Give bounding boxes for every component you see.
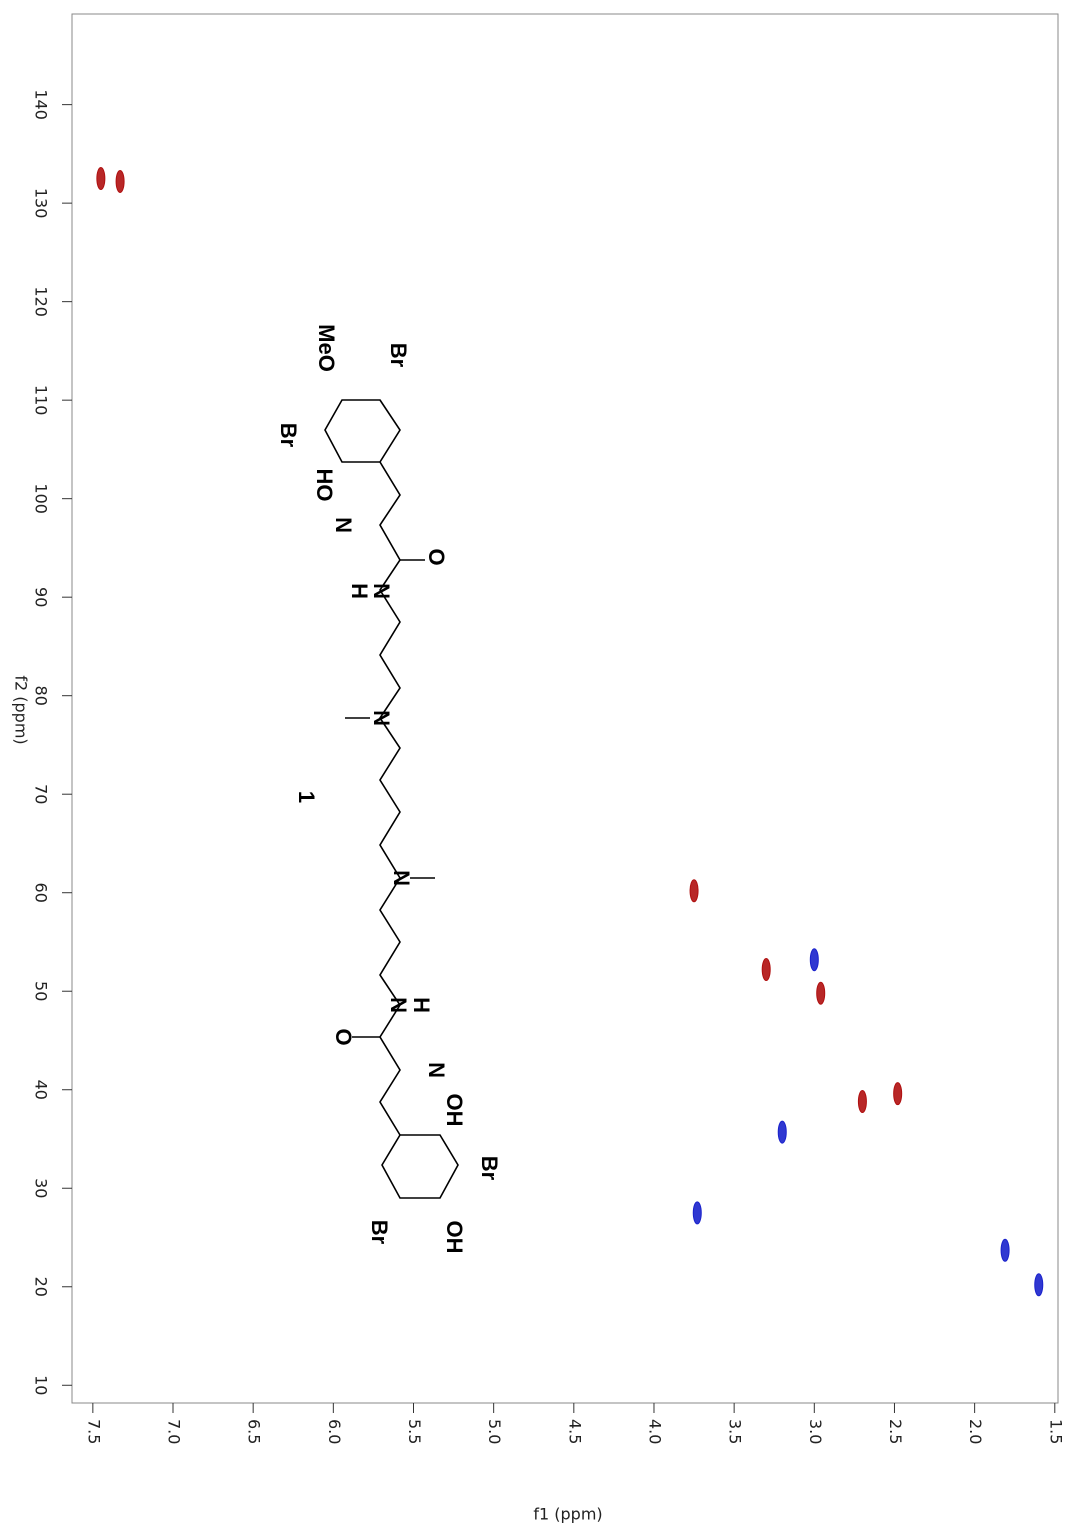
peak bbox=[816, 981, 826, 1005]
y-tick-label: 110 bbox=[32, 385, 51, 416]
structure-label: MeO bbox=[314, 324, 339, 372]
structure-label: N bbox=[424, 1062, 449, 1078]
plot-frame bbox=[71, 13, 1059, 1404]
peak bbox=[96, 167, 106, 191]
structure-label: O bbox=[331, 1028, 356, 1045]
x-tick-label: 4.0 bbox=[645, 1419, 664, 1444]
y-tick-label: 20 bbox=[32, 1277, 51, 1297]
y-tick-label: 90 bbox=[32, 587, 51, 607]
x-tick-label: 2.5 bbox=[886, 1419, 905, 1444]
peak bbox=[1000, 1238, 1010, 1262]
structure-label: 1 bbox=[294, 791, 319, 803]
peak bbox=[115, 169, 125, 193]
structure-label: N bbox=[369, 583, 394, 599]
structure-label: H bbox=[409, 997, 434, 1013]
x-tick-label: 1.5 bbox=[1046, 1419, 1065, 1444]
structure-label: H bbox=[347, 583, 372, 599]
structure-label: HO bbox=[312, 469, 337, 502]
y-tick-label: 60 bbox=[32, 883, 51, 903]
ring-bottom bbox=[381, 1134, 459, 1199]
structure-label: N bbox=[386, 997, 411, 1013]
peak bbox=[692, 1201, 702, 1225]
peak bbox=[1034, 1273, 1044, 1297]
y-tick-label: 10 bbox=[32, 1375, 51, 1395]
structure-label: Br bbox=[276, 423, 301, 448]
peak bbox=[893, 1082, 903, 1106]
x-axis-label: f1 (ppm) bbox=[533, 1505, 602, 1524]
x-tick-label: 7.0 bbox=[165, 1419, 184, 1444]
y-tick-label: 40 bbox=[32, 1080, 51, 1100]
y-tick-label: 120 bbox=[32, 286, 51, 317]
x-tick-label: 6.0 bbox=[325, 1419, 344, 1444]
y-tick-label: 70 bbox=[32, 784, 51, 804]
peak bbox=[777, 1120, 787, 1144]
x-tick-label: 3.5 bbox=[726, 1419, 745, 1444]
peak bbox=[689, 879, 699, 903]
structure-label: OH bbox=[442, 1221, 467, 1254]
structure-label: OH bbox=[442, 1094, 467, 1127]
peak bbox=[761, 958, 771, 982]
peak bbox=[809, 948, 819, 972]
structure bbox=[324, 399, 459, 1199]
structure-label: N bbox=[389, 870, 414, 886]
y-tick-label: 130 bbox=[32, 188, 51, 219]
x-tick-label: 7.5 bbox=[84, 1419, 103, 1444]
x-tick-label: 4.5 bbox=[565, 1419, 584, 1444]
structure-label: N bbox=[369, 710, 394, 726]
x-tick-label: 5.5 bbox=[405, 1419, 424, 1444]
peak bbox=[857, 1090, 867, 1114]
ring-top bbox=[324, 399, 401, 463]
y-tick-label: 100 bbox=[32, 483, 51, 514]
x-tick-label: 5.0 bbox=[485, 1419, 504, 1444]
structure-label: Br bbox=[386, 343, 411, 368]
x-tick-label: 6.5 bbox=[245, 1419, 264, 1444]
y-tick-label: 30 bbox=[32, 1178, 51, 1198]
y-tick-label: 140 bbox=[32, 89, 51, 120]
y-tick-label: 80 bbox=[32, 686, 51, 706]
y-tick-label: 50 bbox=[32, 981, 51, 1001]
x-tick-label: 2.0 bbox=[966, 1419, 985, 1444]
structure-label: Br bbox=[477, 1156, 502, 1181]
structure-label: N bbox=[331, 517, 356, 533]
chain bbox=[379, 461, 401, 1136]
y-axis-label: f2 (ppm) bbox=[12, 675, 31, 744]
x-tick-label: 3.0 bbox=[806, 1419, 825, 1444]
structure-label: Br bbox=[367, 1220, 392, 1245]
structure-label: O bbox=[424, 548, 449, 565]
